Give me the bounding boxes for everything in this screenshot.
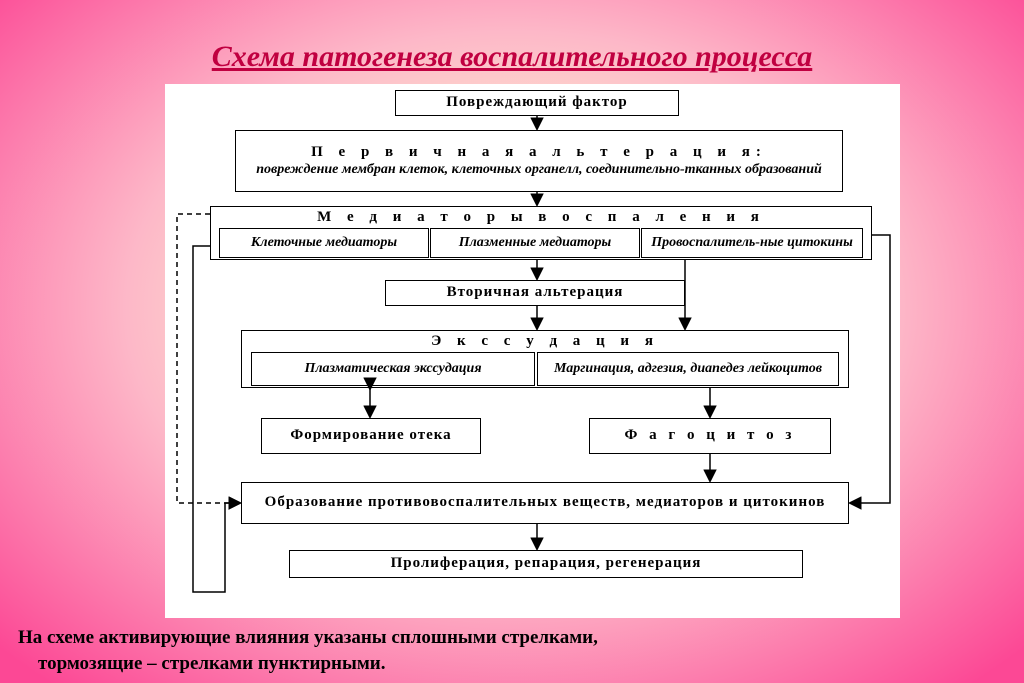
caption-line1: На схеме активирующие влияния указаны сп…: [18, 625, 598, 651]
node-label: Пролиферация, репарация, регенерация: [294, 555, 798, 572]
node-header: П е р в и ч н а я а л ь т е р а ц и я:: [240, 144, 838, 161]
page-title: Схема патогенеза воспалительного процесс…: [0, 40, 1024, 74]
flowchart-canvas: Повреждающий фактор П е р в и ч н а я а …: [165, 84, 900, 618]
node-label: Маргинация, адгезия, диапедез лейкоцитов: [542, 361, 834, 377]
node-label: Плазматическая экссудация: [256, 361, 530, 377]
arrow-solid-elbow-right: [851, 235, 890, 503]
node-edema: Формирование отека: [261, 418, 481, 454]
node-label: Клеточные медиаторы: [224, 235, 424, 251]
node-label: Плазменные медиаторы: [435, 235, 635, 251]
node-label: Вторичная альтерация: [390, 284, 680, 301]
node-proliferation: Пролиферация, репарация, регенерация: [289, 550, 803, 578]
caption-line2: тормозящие – стрелками пунктирными.: [18, 651, 598, 677]
node-cell-mediators: Клеточные медиаторы: [219, 228, 429, 258]
node-cytokines: Провоспалитель-ные цитокины: [641, 228, 863, 258]
node-phagocytosis: Ф а г о ц и т о з: [589, 418, 831, 454]
node-damaging-factor: Повреждающий фактор: [395, 90, 679, 116]
node-primary-alteration: П е р в и ч н а я а л ь т е р а ц и я: п…: [235, 130, 843, 192]
node-label: Формирование отека: [266, 427, 476, 444]
node-header: М е д и а т о р ы в о с п а л е н и я: [215, 209, 867, 226]
node-margination: Маргинация, адгезия, диапедез лейкоцитов: [537, 352, 839, 386]
node-antiinflammatory: Образование противовоспалительных вещест…: [241, 482, 849, 524]
node-secondary-alteration: Вторичная альтерация: [385, 280, 685, 306]
arrow-solid-elbow-left: [193, 246, 239, 592]
caption: На схеме активирующие влияния указаны сп…: [18, 625, 598, 676]
node-header: Э к с с у д а ц и я: [246, 333, 844, 350]
node-body: повреждение мембран клеток, клеточных ор…: [240, 162, 838, 178]
node-label: Провоспалитель-ные цитокины: [646, 235, 858, 251]
node-plasmatic-exudation: Плазматическая экссудация: [251, 352, 535, 386]
node-label: Повреждающий фактор: [400, 94, 674, 111]
node-plasma-mediators: Плазменные медиаторы: [430, 228, 640, 258]
node-label: Образование противовоспалительных вещест…: [246, 494, 844, 511]
node-label: Ф а г о ц и т о з: [594, 427, 826, 444]
